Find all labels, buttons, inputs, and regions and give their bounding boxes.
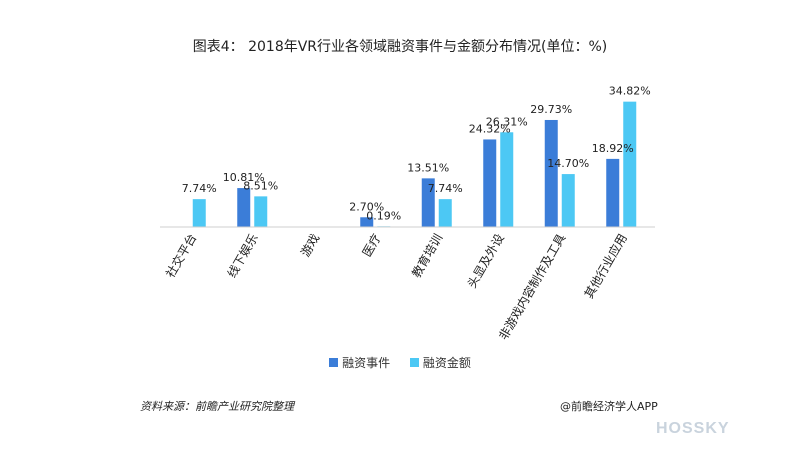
data-label-events-4: 13.51% (407, 161, 449, 174)
legend-item-amount: 融资金额 (409, 354, 471, 371)
bar-events-5 (483, 139, 497, 227)
bar-events-3 (360, 217, 374, 227)
tick-label-3: 医疗 (360, 232, 384, 260)
tick-label-2: 游戏 (298, 232, 322, 260)
tick-label-5: 头显及外设 (465, 232, 507, 291)
data-label-amount-3: 0.19% (366, 209, 401, 222)
data-labels-group: 7.74% 10.81%8.51% 2.70%0.19% 13.51% 7.74% 24.… (182, 85, 651, 223)
data-label-events-3: 2.70% (349, 200, 384, 213)
data-label-amount-1: 8.51% (243, 179, 278, 192)
chart-title: 图表4： 2018年VR行业各领域融资事件与金额分布情况(单位：%) (192, 39, 608, 55)
data-label-events-1: 10.81% (223, 171, 265, 184)
legend-label-amount: 融资金额 (422, 356, 471, 370)
bar-events-1 (237, 188, 251, 227)
tick-label-0: 社交平台 (162, 231, 199, 280)
data-label-amount-6: 14.70% (547, 157, 589, 170)
data-label-events-6: 29.73% (530, 103, 572, 116)
tick-label-6: 非游戏内容制作及工具 (495, 231, 568, 342)
legend-label-events: 融资事件 (342, 356, 391, 370)
data-label-events-7: 18.92% (592, 142, 634, 155)
legend-swatch-amount (409, 358, 419, 367)
bar-amount-7 (623, 101, 637, 227)
brand-watermark: HOSSKY (656, 420, 730, 437)
credit-note: @前瞻经济学人APP (560, 400, 658, 413)
bar-amount-4 (438, 199, 452, 227)
data-label-amount-4: 7.74% (428, 182, 463, 195)
data-label-amount-7: 34.82% (609, 85, 651, 98)
bar-amount-5 (500, 132, 514, 227)
bar-amount-1 (254, 196, 268, 227)
bars-group (192, 101, 637, 228)
legend-swatch-events (329, 358, 339, 367)
bar-events-4 (421, 178, 435, 227)
tick-label-4: 教育培训 (408, 231, 445, 280)
bar-amount-6 (561, 174, 575, 227)
source-note: 资料来源：前瞻产业研究院整理 (140, 400, 294, 413)
data-label-amount-5: 26.31% (486, 115, 528, 128)
tick-label-1: 线下娱乐 (225, 232, 261, 281)
legend-item-events: 融资事件 (329, 354, 390, 371)
bar-events-7 (606, 158, 620, 227)
data-label-amount-0: 7.74% (182, 182, 217, 195)
bar-events-6 (544, 119, 558, 227)
legend: 融资事件 融资金额 (0, 354, 800, 371)
data-label-events-5: 24.32% (469, 122, 511, 135)
tick-label-7: 其他行业应用 (581, 231, 630, 301)
bar-amount-0 (192, 199, 206, 227)
